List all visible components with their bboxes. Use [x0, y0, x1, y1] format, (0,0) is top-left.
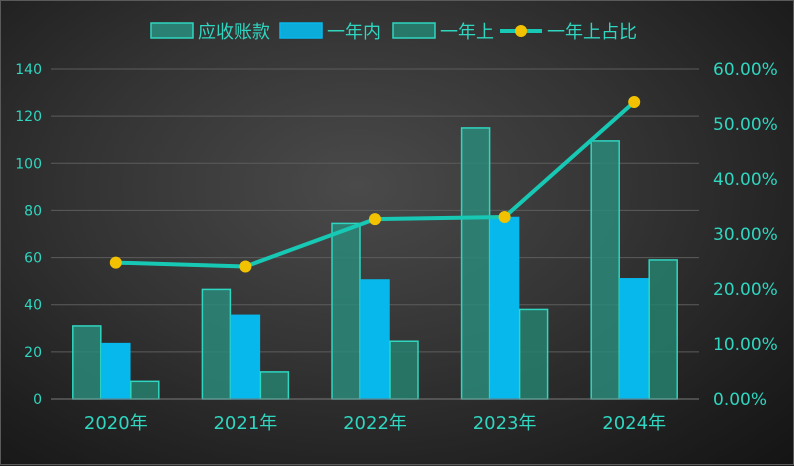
bar-accounts-receivable [72, 325, 102, 400]
bar-over-one-year [389, 340, 419, 400]
ratio-point [498, 210, 511, 223]
bar-within-one-year [230, 314, 261, 400]
legend-label: 一年上 [440, 22, 494, 43]
x-tick-label: 2024年 [602, 413, 666, 434]
x-tick-label: 2023年 [473, 413, 537, 434]
bar-within-one-year [489, 216, 520, 400]
legend: 应收账款 一年内 一年上 一年上占比 [150, 22, 637, 43]
y-right-tick-label: 30.00% [713, 225, 778, 245]
y-right-tick-label: 0.00% [713, 390, 767, 410]
x-tick-label: 2021年 [213, 413, 277, 434]
legend-swatch [150, 22, 194, 39]
y-left-tick-label: 120 [15, 109, 42, 125]
ratio-point [369, 213, 381, 226]
bar-within-one-year [101, 342, 131, 400]
y-right-tick-label: 50.00% [713, 115, 778, 135]
legend-marker [515, 25, 527, 37]
axes: 0 20 40 60 80 100 120 140 0.00% 10.00% 20.00% 30.00… [15, 60, 778, 434]
y-right-tick-label: 60.00% [713, 60, 778, 80]
gridlines [51, 68, 699, 353]
legend-label: 一年内 [327, 22, 381, 43]
legend-item[interactable]: 一年上 [392, 22, 494, 43]
y-left-tick-label: 0 [33, 392, 42, 408]
bar-over-one-year [648, 259, 678, 400]
bar-over-one-year [259, 371, 290, 400]
ratio-line [115, 100, 636, 269]
y-left-tick-label: 40 [24, 298, 42, 314]
legend-label: 一年上占比 [547, 22, 637, 43]
bar-within-one-year [360, 279, 390, 400]
y-left-tick-label: 20 [24, 345, 42, 361]
legend-label: 应收账款 [198, 22, 270, 43]
x-tick-label: 2020年 [84, 413, 148, 434]
ratio-point [239, 260, 252, 273]
legend-swatch [279, 22, 323, 39]
bar-over-one-year [518, 308, 549, 400]
bar-accounts-receivable [460, 127, 491, 400]
y-left-tick-label: 100 [15, 156, 42, 172]
ratio-point [109, 256, 122, 269]
y-right-tick-label: 40.00% [713, 170, 778, 190]
bar-accounts-receivable [201, 288, 232, 400]
bar-accounts-receivable [331, 222, 361, 400]
x-tick-label: 2022年 [343, 413, 407, 434]
y-left-tick-label: 60 [24, 251, 42, 267]
ratio-point [628, 96, 641, 108]
bar-over-one-year [130, 380, 160, 400]
bar-accounts-receivable [590, 140, 620, 400]
legend-item[interactable]: 应收账款 [150, 22, 270, 43]
y-left-tick-label: 80 [24, 203, 42, 219]
y-right-tick-label: 10.00% [713, 335, 778, 355]
legend-item[interactable]: 一年上占比 [500, 22, 637, 43]
y-left-tick-label: 140 [15, 62, 42, 78]
bar-within-one-year [619, 278, 649, 400]
y-right-tick-label: 20.00% [713, 280, 778, 300]
ratio-line-series [109, 96, 641, 273]
legend-swatch [392, 22, 436, 39]
legend-item[interactable]: 一年内 [279, 22, 381, 43]
